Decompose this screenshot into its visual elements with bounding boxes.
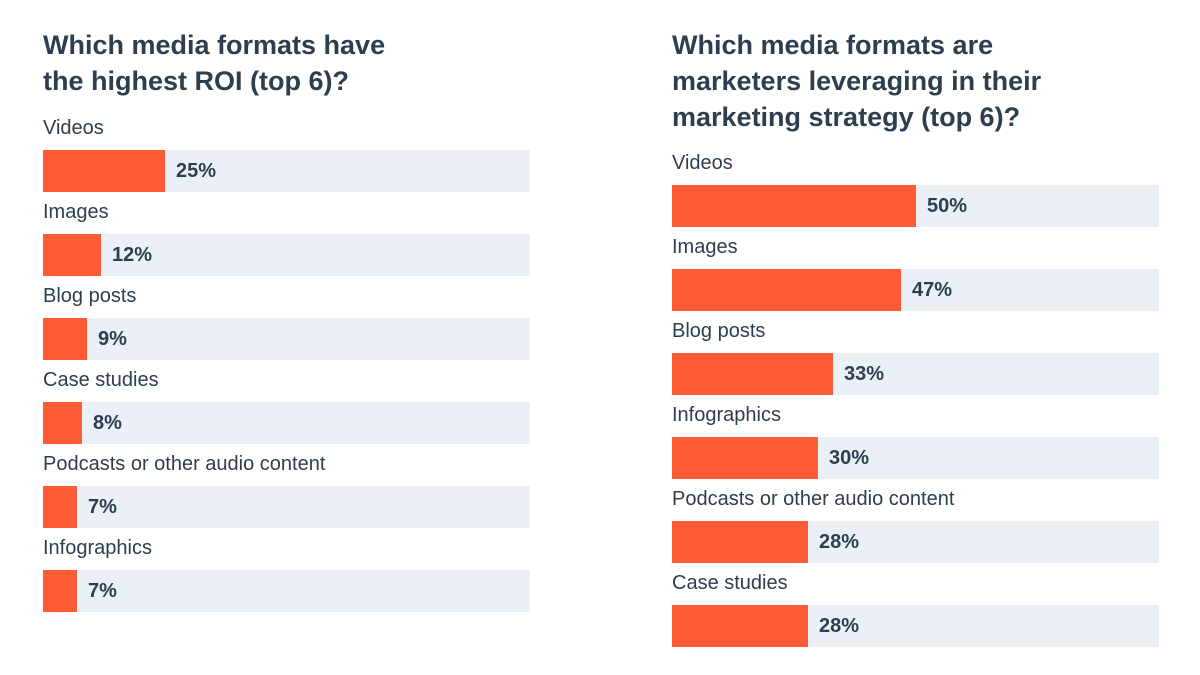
category-label: Blog posts <box>43 285 137 307</box>
category-label: Images <box>672 236 738 258</box>
data-label: 7% <box>88 496 117 518</box>
bar-track: 28% <box>672 605 1159 647</box>
bar <box>43 150 165 192</box>
chart-title: Which media formats have the highest ROI… <box>43 30 386 96</box>
data-label: 8% <box>93 412 122 434</box>
bar-track: 7% <box>43 570 530 612</box>
bar <box>43 402 82 444</box>
data-label: 30% <box>829 447 870 469</box>
category-label: Case studies <box>43 369 159 391</box>
bar-track: 50% <box>672 185 1159 227</box>
bar <box>43 486 77 528</box>
bar <box>43 570 77 612</box>
bar <box>672 185 916 227</box>
bar-track: 7% <box>43 486 530 528</box>
bar-track: 33% <box>672 353 1159 395</box>
category-label: Blog posts <box>672 320 766 342</box>
category-label: Infographics <box>43 537 152 559</box>
data-label: 33% <box>844 363 885 385</box>
bar-track: 30% <box>672 437 1159 479</box>
data-label: 47% <box>912 279 953 301</box>
data-label: 50% <box>927 195 968 217</box>
data-label: 9% <box>98 328 127 350</box>
data-label: 7% <box>88 580 117 602</box>
chart-title: Which media formats are marketers levera… <box>672 30 1042 132</box>
bar <box>672 353 833 395</box>
category-label: Videos <box>43 117 104 139</box>
bar <box>43 318 87 360</box>
category-label: Podcasts or other audio content <box>43 453 326 475</box>
bar <box>43 234 101 276</box>
category-label: Videos <box>672 152 733 174</box>
category-label: Podcasts or other audio content <box>672 488 955 510</box>
bar <box>672 605 808 647</box>
category-label: Images <box>43 201 109 223</box>
bar-track: 47% <box>672 269 1159 311</box>
bar <box>672 437 818 479</box>
data-label: 12% <box>112 244 153 266</box>
bar <box>672 269 901 311</box>
data-label: 25% <box>176 160 217 182</box>
bar-track: 9% <box>43 318 530 360</box>
data-label: 28% <box>819 531 860 553</box>
bar-track: 8% <box>43 402 530 444</box>
category-label: Infographics <box>672 404 781 426</box>
bar-track: 28% <box>672 521 1159 563</box>
data-label: 28% <box>819 615 860 637</box>
bar-track: 12% <box>43 234 530 276</box>
bar-track: 25% <box>43 150 530 192</box>
bar <box>672 521 808 563</box>
category-label: Case studies <box>672 572 788 594</box>
